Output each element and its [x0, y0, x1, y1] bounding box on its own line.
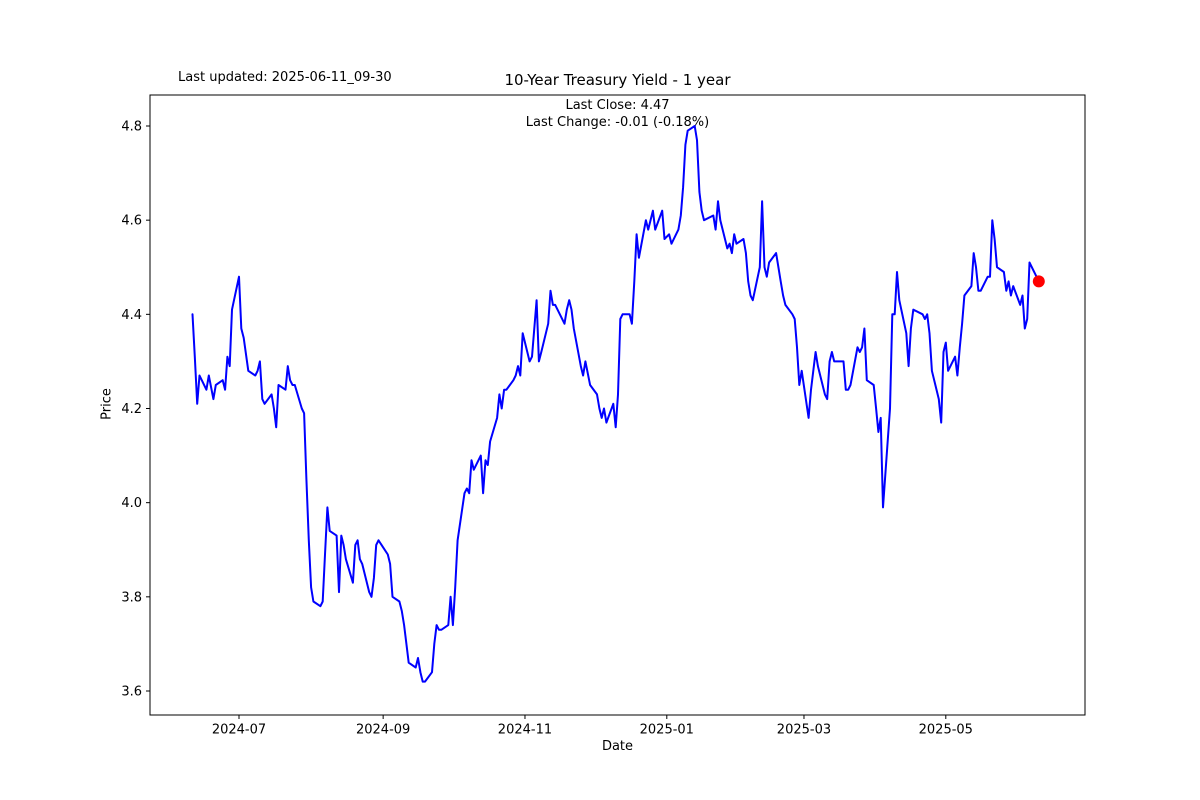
y-tick-label: 3.6	[121, 684, 142, 699]
x-axis-label: Date	[601, 739, 634, 754]
x-tick-label: 2025-05	[919, 723, 973, 738]
plot-border	[149, 94, 1086, 716]
y-tick-label: 4.2	[121, 402, 142, 417]
y-tick-label: 4.4	[121, 308, 142, 323]
y-tick-label: 4.8	[121, 120, 142, 135]
x-tick-label: 2025-01	[640, 723, 694, 738]
x-tick-label: 2024-11	[498, 723, 552, 738]
x-tick-label: 2025-03	[777, 723, 831, 738]
y-tick-label: 4.0	[121, 496, 142, 511]
x-tick-label: 2024-09	[356, 723, 410, 738]
last-close-marker	[1032, 275, 1045, 288]
y-tick-label: 3.8	[121, 590, 142, 605]
x-tick-label: 2024-07	[212, 723, 266, 738]
last-change-annotation: Last Change: -0.01 (-0.18%)	[525, 115, 710, 130]
price-line	[191, 125, 1040, 683]
last-close-annotation: Last Close: 4.47	[565, 98, 670, 113]
y-tick-label: 4.6	[121, 214, 142, 229]
last-updated-text: Last updated: 2025-06-11_09-30	[178, 70, 392, 85]
chart-title: 10-Year Treasury Yield - 1 year	[504, 71, 731, 89]
